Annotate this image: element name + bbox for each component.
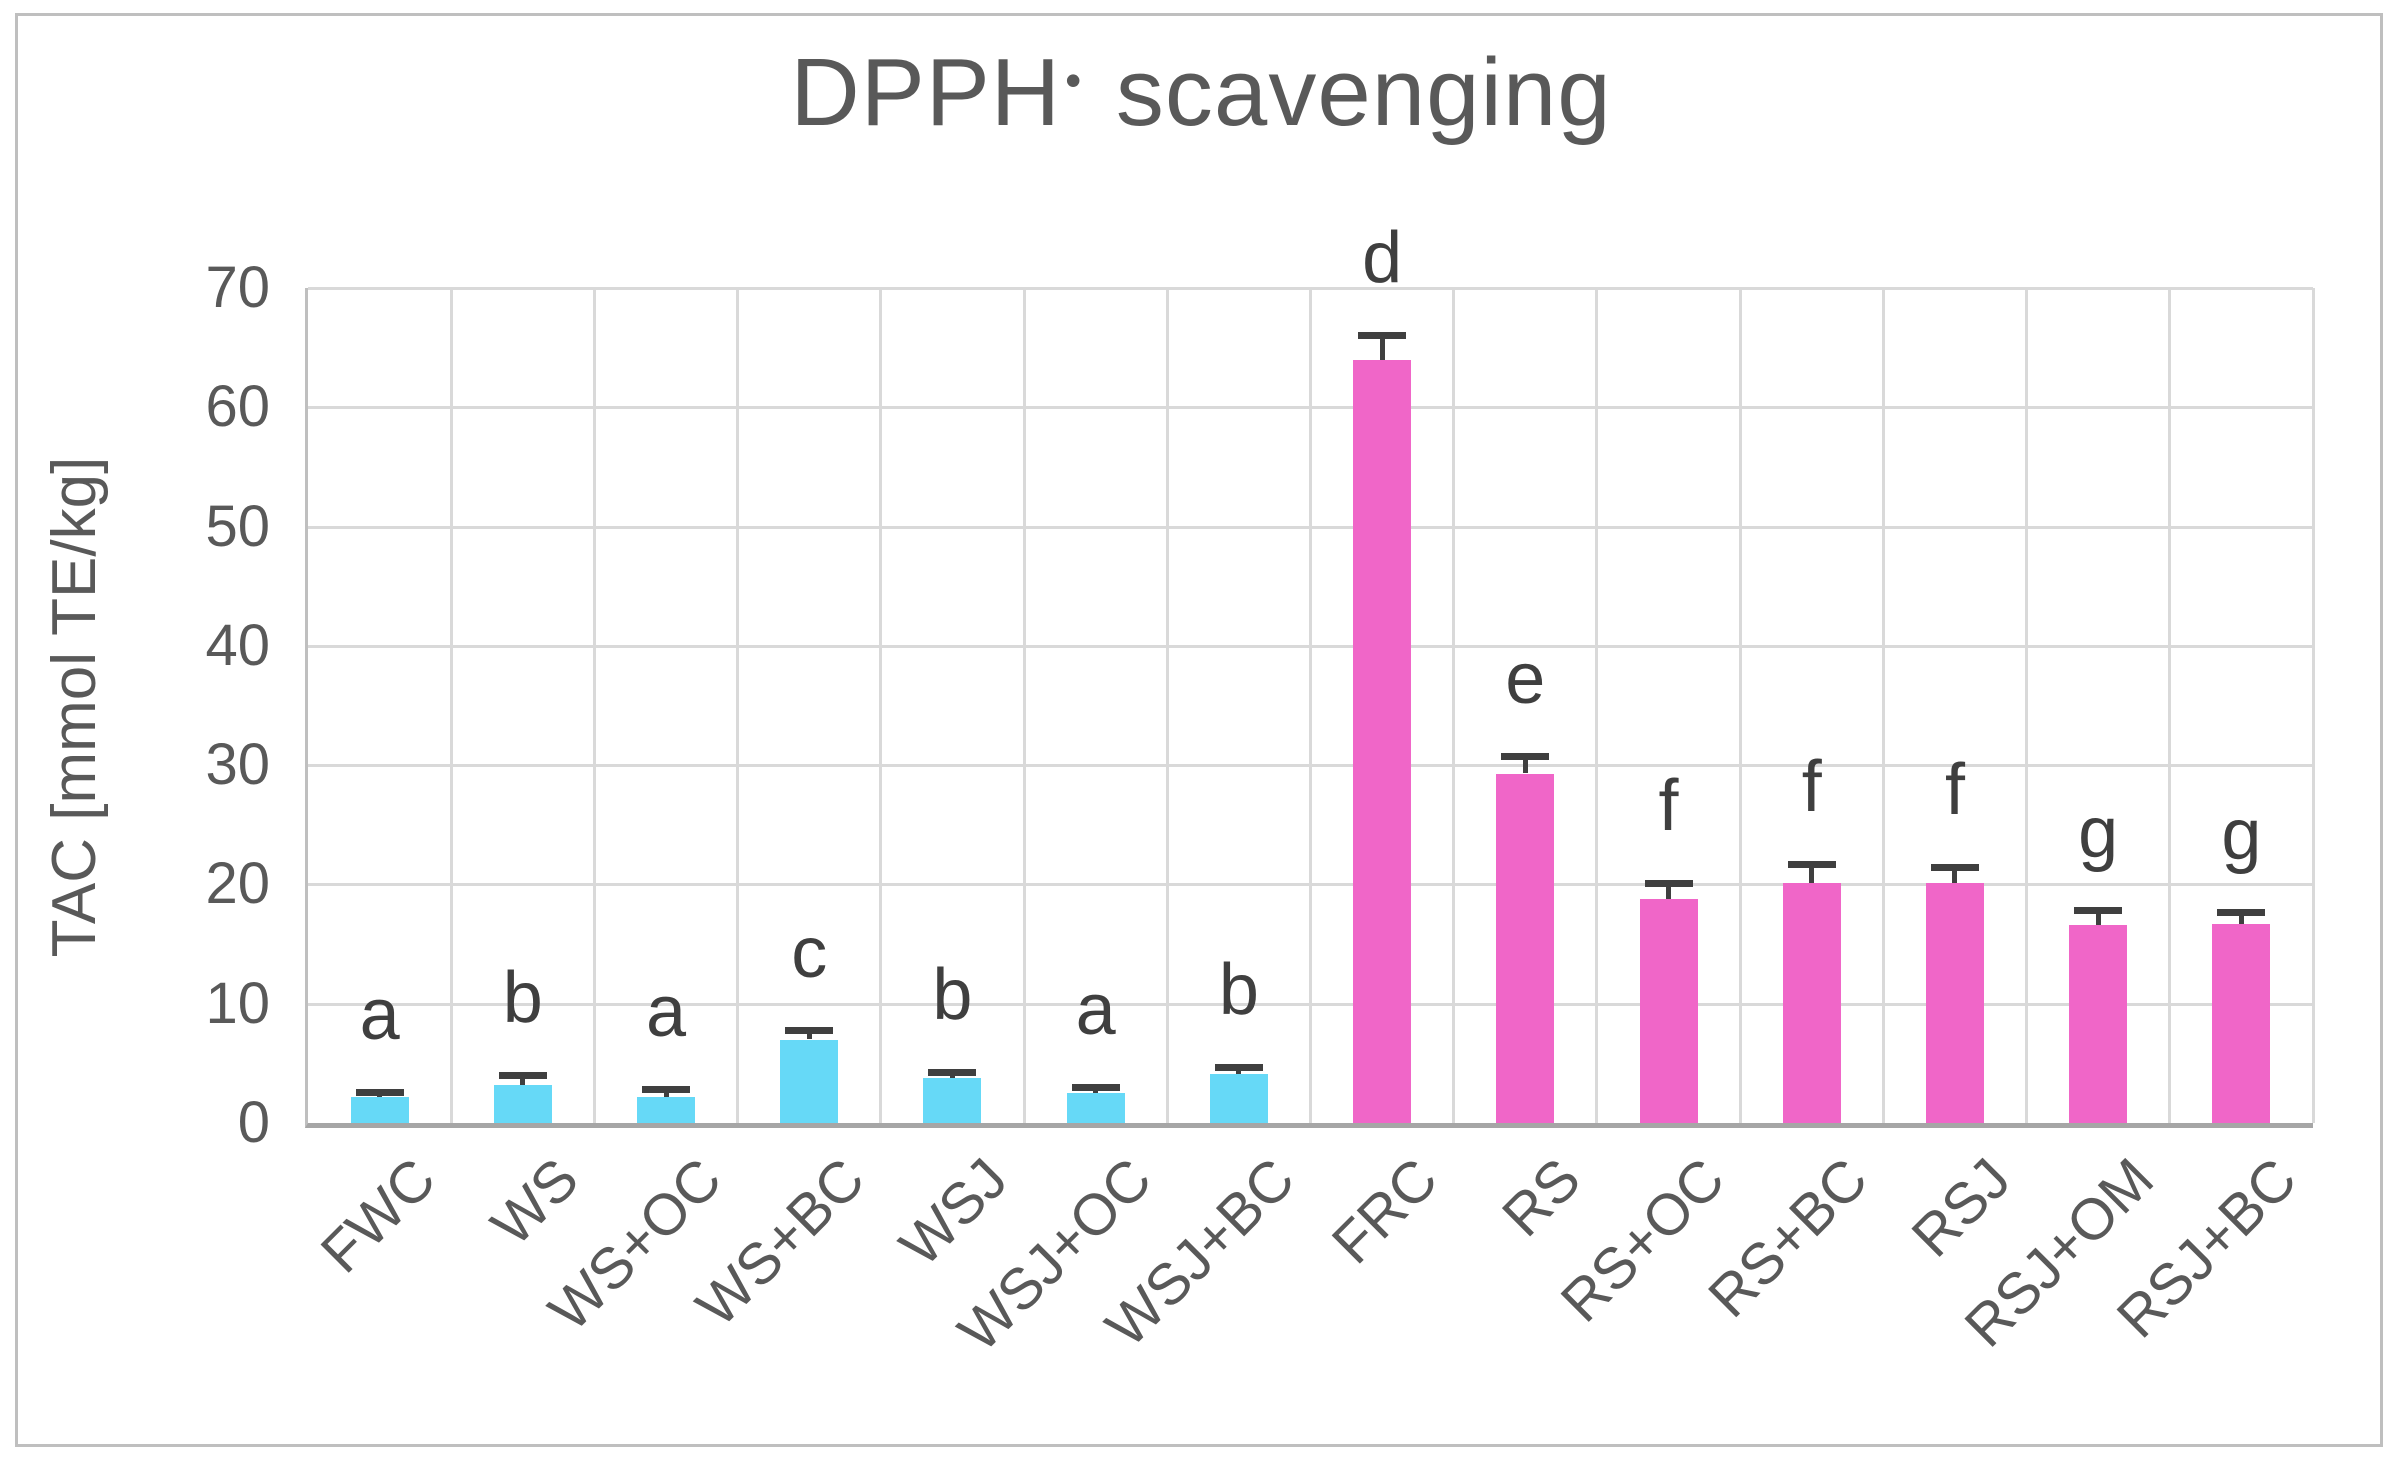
error-bar-whisker (1379, 335, 1385, 360)
bar (923, 1077, 982, 1123)
significance-letter: c (791, 913, 828, 994)
error-bar-whisker (2238, 913, 2244, 924)
chart-title-text: DPPH (790, 39, 1062, 146)
y-tick-label: 60 (205, 374, 270, 440)
radical-dot-symbol: • (1065, 54, 1083, 107)
vertical-gridline (2025, 288, 2029, 1123)
y-tick-label: 40 (205, 612, 270, 678)
vertical-gridline (2168, 288, 2172, 1123)
significance-letter: g (2078, 792, 2119, 873)
error-bar-cap (355, 1089, 404, 1097)
error-bar-cap (1787, 861, 1836, 869)
error-bar-whisker (1809, 865, 1815, 884)
error-bar-cap (2217, 909, 2266, 917)
error-bar-cap (785, 1027, 834, 1035)
error-bar-whisker (663, 1089, 669, 1097)
error-bar-whisker (1666, 884, 1672, 899)
significance-letter: b (932, 954, 973, 1035)
bar (1066, 1093, 1125, 1123)
error-bar-cap (1930, 863, 1979, 871)
vertical-gridline (736, 288, 740, 1123)
error-bar-cap (642, 1085, 691, 1093)
y-tick-label: 70 (205, 255, 270, 320)
bar (1782, 883, 1841, 1123)
vertical-gridline (1881, 288, 1885, 1123)
y-tick-label: 20 (205, 851, 270, 917)
vertical-gridline (449, 288, 453, 1123)
bar (637, 1096, 696, 1123)
bar (1496, 773, 1555, 1123)
vertical-gridline (2311, 288, 2315, 1123)
significance-letter: f (1801, 747, 1822, 828)
error-bar-cap (2074, 906, 2123, 914)
bar (2069, 925, 2128, 1123)
error-bar-cap (928, 1068, 977, 1076)
y-axis-title: TAC [mmol TE/kg] (40, 456, 109, 958)
significance-letter: e (1505, 638, 1546, 719)
significance-letter: f (1658, 766, 1679, 847)
significance-letter: d (1362, 217, 1403, 298)
significance-letter: a (646, 971, 687, 1052)
error-bar-cap (1644, 880, 1693, 888)
significance-letter: a (1075, 970, 1116, 1051)
bar (780, 1039, 839, 1123)
vertical-gridline (879, 288, 883, 1123)
y-tick-label: 0 (237, 1090, 270, 1155)
bar (1353, 359, 1412, 1123)
vertical-gridline (592, 288, 596, 1123)
error-bar-cap (1501, 752, 1550, 760)
vertical-gridline (1452, 288, 1456, 1123)
figure-border (15, 13, 2383, 1447)
y-tick-label: 10 (205, 970, 270, 1036)
chart-title: DPPH• scavenging (0, 38, 2402, 148)
error-bar-cap (498, 1072, 547, 1080)
vertical-gridline (1022, 288, 1026, 1123)
error-bar-whisker (806, 1031, 812, 1040)
error-bar-whisker (1952, 867, 1958, 884)
y-tick-label: 30 (205, 732, 270, 798)
vertical-gridline (1309, 288, 1312, 1123)
bar (1925, 883, 1984, 1123)
significance-letter: g (2221, 795, 2262, 876)
significance-letter: b (502, 958, 543, 1039)
error-bar-whisker (2095, 910, 2101, 925)
error-bar-cap (1214, 1064, 1263, 1072)
error-bar-cap (1071, 1084, 1120, 1092)
vertical-gridline (1738, 288, 1742, 1123)
vertical-gridline (1165, 288, 1169, 1123)
error-bar-cap (1358, 331, 1407, 339)
bar (1639, 898, 1698, 1123)
significance-letter: b (1218, 950, 1259, 1031)
bar (2212, 923, 2271, 1123)
bar (493, 1084, 552, 1123)
significance-letter: a (359, 975, 400, 1056)
vertical-gridline (1595, 288, 1599, 1123)
bar (350, 1096, 409, 1123)
error-bar-whisker (520, 1076, 526, 1085)
y-tick-label: 50 (205, 493, 270, 559)
bar (1209, 1074, 1268, 1123)
significance-letter: f (1944, 749, 1965, 830)
error-bar-whisker (1522, 756, 1528, 774)
chart-title-suffix: scavenging (1088, 39, 1612, 146)
